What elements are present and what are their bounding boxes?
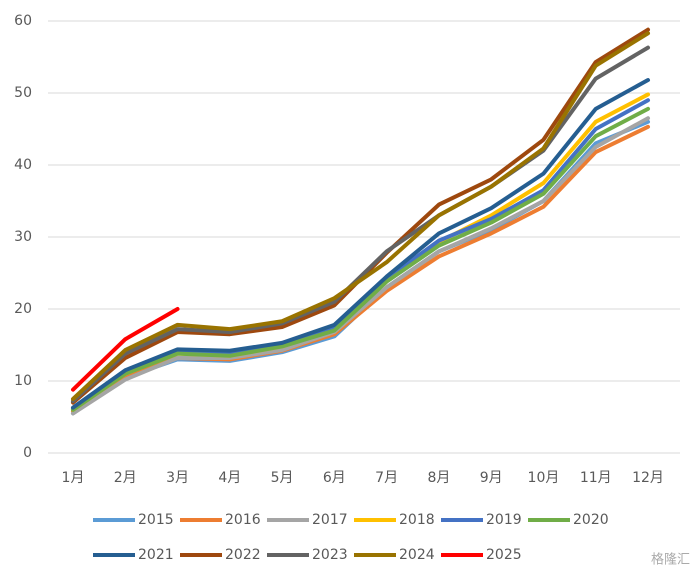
legend-label: 2024 (399, 547, 435, 563)
legend-label: 2019 (486, 512, 522, 528)
x-tick-label: 2月 (114, 470, 137, 486)
legend-label: 2023 (312, 547, 348, 563)
legend-label: 2020 (573, 512, 609, 528)
series-line (71, 307, 180, 392)
series-line (71, 116, 650, 416)
y-tick-label: 40 (14, 157, 32, 173)
legend-label: 2017 (312, 512, 348, 528)
y-tick-label: 30 (14, 229, 32, 245)
legend-label: 2018 (399, 512, 435, 528)
legend-label: 2022 (225, 547, 261, 563)
series-line (71, 45, 650, 404)
legend-label: 2016 (225, 512, 261, 528)
y-tick-label: 20 (14, 301, 32, 317)
series-line (71, 31, 650, 401)
x-tick-label: 6月 (323, 470, 346, 486)
series-line (71, 27, 650, 405)
legend-label: 2015 (138, 512, 174, 528)
x-tick-label: 10月 (528, 470, 560, 486)
x-tick-label: 12月 (632, 470, 664, 486)
watermark: 格隆汇 (651, 552, 690, 568)
x-tick-label: 11月 (580, 470, 612, 486)
legend-label: 2021 (138, 547, 174, 563)
x-tick-label: 4月 (218, 470, 241, 486)
y-tick-label: 50 (14, 85, 32, 101)
y-tick-label: 10 (14, 373, 32, 389)
x-tick-label: 3月 (166, 470, 189, 486)
x-tick-label: 8月 (427, 470, 450, 486)
series-line (71, 119, 650, 416)
x-tick-label: 5月 (271, 470, 294, 486)
series-line (71, 78, 650, 410)
x-tick-label: 9月 (480, 470, 503, 486)
y-tick-label: 60 (14, 13, 32, 29)
legend-label: 2025 (486, 547, 522, 563)
y-tick-label: 0 (23, 445, 32, 461)
series-line (71, 106, 650, 412)
x-tick-label: 7月 (375, 470, 398, 486)
x-tick-label: 1月 (62, 470, 85, 486)
